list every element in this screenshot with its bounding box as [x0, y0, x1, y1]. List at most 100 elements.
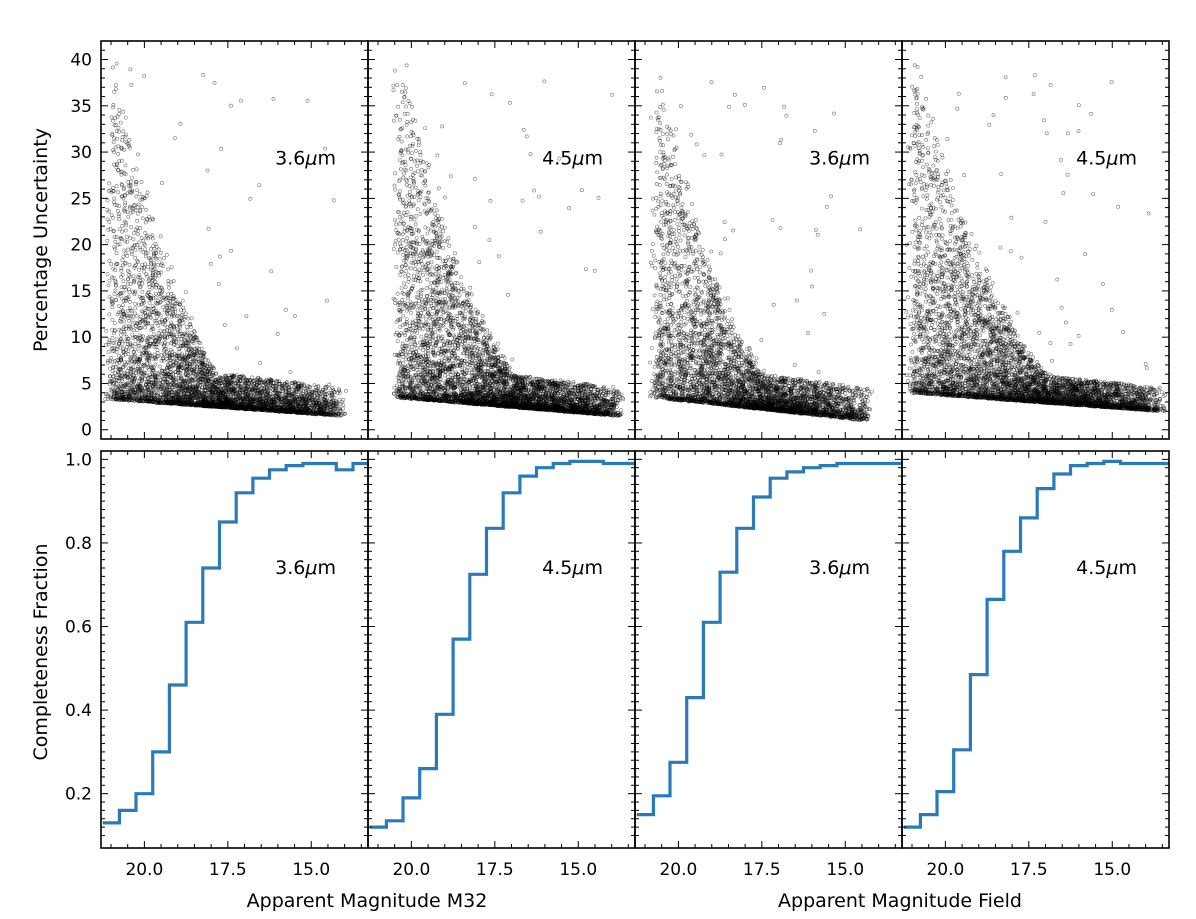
- scatter-point: [247, 396, 252, 401]
- scatter-point: [328, 412, 333, 417]
- scatter-point: [299, 398, 304, 403]
- scatter-point: [145, 217, 150, 222]
- scatter-point: [140, 205, 145, 210]
- scatter-point: [145, 387, 150, 392]
- scatter-point: [267, 379, 272, 383]
- scatter-point: [135, 328, 140, 332]
- scatter-point: [266, 399, 271, 404]
- scatter-point: [224, 404, 229, 409]
- scatter-point: [132, 202, 137, 207]
- scatter-point: [126, 348, 131, 353]
- scatter-point: [165, 325, 170, 330]
- scatter-point: [147, 289, 152, 294]
- scatter-point: [157, 270, 162, 275]
- scatter-point: [292, 380, 297, 385]
- scatter-point: [115, 397, 119, 402]
- scatter-point: [111, 374, 116, 379]
- scatter-point: [305, 98, 310, 103]
- scatter-point: [165, 308, 170, 313]
- scatter-point: [323, 399, 327, 404]
- scatter-point: [122, 219, 127, 224]
- scatter-point: [143, 262, 148, 267]
- scatter-point: [121, 187, 126, 192]
- scatter-point: [290, 395, 295, 399]
- scatter-point: [164, 397, 169, 402]
- scatter-point: [198, 353, 203, 358]
- scatter-point: [179, 362, 184, 367]
- scatter-point: [231, 387, 236, 392]
- scatter-point: [106, 396, 111, 401]
- scatter-point: [184, 359, 189, 364]
- scatter-point: [114, 251, 119, 256]
- scatter-point: [393, 171, 398, 176]
- scatter-point: [242, 405, 247, 410]
- scatter-point: [127, 318, 132, 323]
- scatter-point: [169, 370, 174, 375]
- scatter-point: [175, 313, 180, 318]
- scatter-point: [125, 268, 130, 273]
- scatter-point: [139, 376, 144, 381]
- scatter-point: [298, 384, 303, 389]
- scatter-point: [168, 375, 173, 379]
- scatter-point: [205, 168, 210, 173]
- scatter-point: [125, 253, 130, 258]
- scatter-point: [123, 239, 128, 244]
- scatter-point: [153, 275, 157, 280]
- scatter-point: [124, 324, 129, 329]
- scatter-point: [225, 397, 230, 402]
- scatter-point: [132, 352, 137, 357]
- scatter-point: [130, 209, 135, 214]
- scatter-point: [285, 393, 290, 398]
- scatter-point: [520, 198, 525, 203]
- scatter-point: [144, 207, 148, 212]
- scatter-point: [156, 311, 161, 316]
- scatter-point: [214, 396, 219, 401]
- scatter-point: [332, 390, 337, 395]
- scatter-point: [123, 339, 128, 344]
- scatter-point: [112, 370, 117, 375]
- scatter-point: [323, 411, 327, 416]
- scatter-point: [157, 273, 162, 278]
- scatter-point: [224, 376, 229, 381]
- scatter-point: [142, 243, 147, 247]
- scatter-point: [120, 158, 124, 163]
- scatter-point: [177, 397, 182, 402]
- scatter-point: [199, 374, 204, 379]
- scatter-point: [114, 184, 119, 189]
- scatter-point: [215, 402, 220, 407]
- scatter-point: [141, 371, 145, 376]
- scatter-point: [124, 362, 129, 367]
- scatter-point: [142, 310, 147, 315]
- scatter-point: [211, 400, 216, 405]
- scatter-point: [143, 251, 148, 256]
- scatter-point: [112, 346, 117, 351]
- scatter-points: [103, 61, 348, 418]
- scatter-point: [303, 399, 308, 404]
- scatter-point: [121, 327, 126, 332]
- panel-band-label: 3.6μm: [275, 147, 336, 169]
- scatter-point: [294, 386, 299, 391]
- scatter-point: [141, 238, 146, 243]
- scatter-point: [146, 381, 151, 386]
- scatter-point: [116, 190, 120, 195]
- scatter-point: [233, 382, 238, 387]
- scatter-point: [123, 261, 128, 266]
- scatter-point: [186, 388, 191, 393]
- scatter-point: [178, 308, 183, 313]
- scatter-point: [157, 285, 161, 290]
- scatter-point: [343, 388, 348, 393]
- scatter-point: [426, 327, 431, 332]
- scatter-point: [337, 387, 341, 392]
- scatter-point: [117, 292, 122, 297]
- scatter-point: [230, 379, 234, 384]
- scatter-point: [128, 67, 133, 72]
- scatter-point: [167, 305, 172, 310]
- scatter-point: [184, 324, 189, 329]
- scatter-point: [143, 247, 148, 252]
- scatter-point: [154, 256, 159, 261]
- scatter-point: [112, 245, 117, 250]
- scatter-point: [280, 386, 285, 391]
- scatter-point: [115, 361, 119, 366]
- scatter-point: [309, 389, 314, 394]
- scatter-point: [194, 380, 199, 385]
